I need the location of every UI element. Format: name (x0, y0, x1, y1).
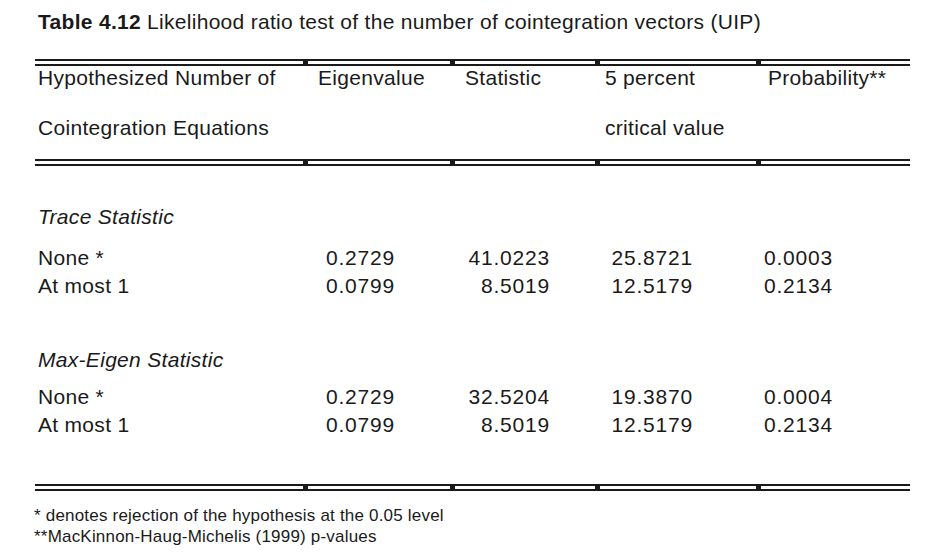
column-tick-mark (303, 484, 308, 490)
header-critical-line1: 5 percent (605, 66, 695, 90)
column-tick-mark (595, 59, 600, 65)
column-tick-mark (450, 159, 455, 165)
cell-critical-value: 19.3870 (588, 385, 693, 409)
column-tick-mark (756, 159, 761, 165)
table-rule-header (35, 159, 910, 166)
table-rule-top (35, 59, 910, 66)
cell-statistic: 41.0223 (440, 246, 550, 270)
cell-statistic: 8.5019 (440, 274, 550, 298)
cell-critical-value: 12.5179 (588, 413, 693, 437)
cell-statistic: 8.5019 (440, 413, 550, 437)
table-title: Table 4.12 Likelihood ratio test of the n… (38, 10, 761, 34)
cell-eigenvalue: 0.2729 (300, 246, 395, 270)
cell-probability: 0.0004 (728, 385, 833, 409)
header-eigenvalue: Eigenvalue (318, 66, 425, 90)
cell-probability: 0.2134 (728, 413, 833, 437)
footnote-rejection: * denotes rejection of the hypothesis at… (34, 505, 444, 526)
footnote-pvalues: **MacKinnon-Haug-Michelis (1999) p-value… (34, 526, 377, 547)
cell-hypothesis: None * (38, 385, 104, 409)
paper-page: Table 4.12 Likelihood ratio test of the n… (0, 0, 944, 558)
cell-probability: 0.2134 (728, 274, 833, 298)
column-tick-mark (756, 484, 761, 490)
header-statistic: Statistic (465, 66, 541, 90)
section-label-trace: Trace Statistic (38, 205, 174, 229)
table-number: Table 4.12 (38, 10, 141, 33)
cell-eigenvalue: 0.2729 (300, 385, 395, 409)
header-hypothesized-line1: Hypothesized Number of (38, 66, 276, 90)
cell-eigenvalue: 0.0799 (300, 413, 395, 437)
column-tick-mark (595, 159, 600, 165)
table-caption: Likelihood ratio test of the number of c… (147, 10, 761, 33)
table-rule-bottom (35, 484, 910, 491)
section-label-max-eigen: Max-Eigen Statistic (38, 348, 223, 372)
cell-probability: 0.0003 (728, 246, 833, 270)
cell-statistic: 32.5204 (440, 385, 550, 409)
column-tick-mark (450, 59, 455, 65)
column-tick-mark (303, 59, 308, 65)
cell-eigenvalue: 0.0799 (300, 274, 395, 298)
cell-critical-value: 12.5179 (588, 274, 693, 298)
column-tick-mark (303, 159, 308, 165)
column-tick-mark (595, 484, 600, 490)
cell-hypothesis: None * (38, 246, 104, 270)
cell-critical-value: 25.8721 (588, 246, 693, 270)
cell-hypothesis: At most 1 (38, 413, 129, 437)
header-critical-line2: critical value (605, 116, 725, 140)
header-probability: Probability** (768, 66, 886, 90)
header-hypothesized-line2: Cointegration Equations (38, 116, 269, 140)
column-tick-mark (756, 59, 761, 65)
column-tick-mark (450, 484, 455, 490)
cell-hypothesis: At most 1 (38, 274, 129, 298)
